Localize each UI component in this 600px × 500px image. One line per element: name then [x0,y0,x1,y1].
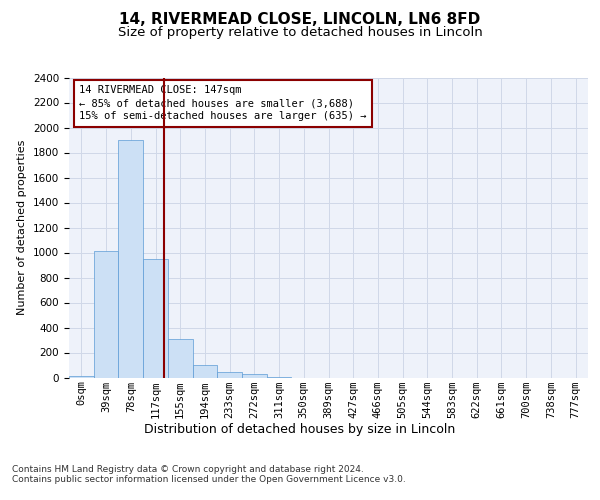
Bar [94,251,118,378]
Bar [193,365,217,378]
Bar [267,377,292,378]
Y-axis label: Number of detached properties: Number of detached properties [17,140,28,315]
Text: Size of property relative to detached houses in Lincoln: Size of property relative to detached ho… [118,26,482,39]
Bar [242,374,267,378]
Bar [69,376,94,378]
Text: 14 RIVERMEAD CLOSE: 147sqm
← 85% of detached houses are smaller (3,688)
15% of s: 14 RIVERMEAD CLOSE: 147sqm ← 85% of deta… [79,85,367,122]
Bar [168,339,193,378]
Bar [143,259,168,378]
Bar [217,372,242,378]
Bar [118,140,143,378]
Text: 14, RIVERMEAD CLOSE, LINCOLN, LN6 8FD: 14, RIVERMEAD CLOSE, LINCOLN, LN6 8FD [119,12,481,28]
Text: Distribution of detached houses by size in Lincoln: Distribution of detached houses by size … [145,422,455,436]
Text: Contains HM Land Registry data © Crown copyright and database right 2024.
Contai: Contains HM Land Registry data © Crown c… [12,465,406,484]
